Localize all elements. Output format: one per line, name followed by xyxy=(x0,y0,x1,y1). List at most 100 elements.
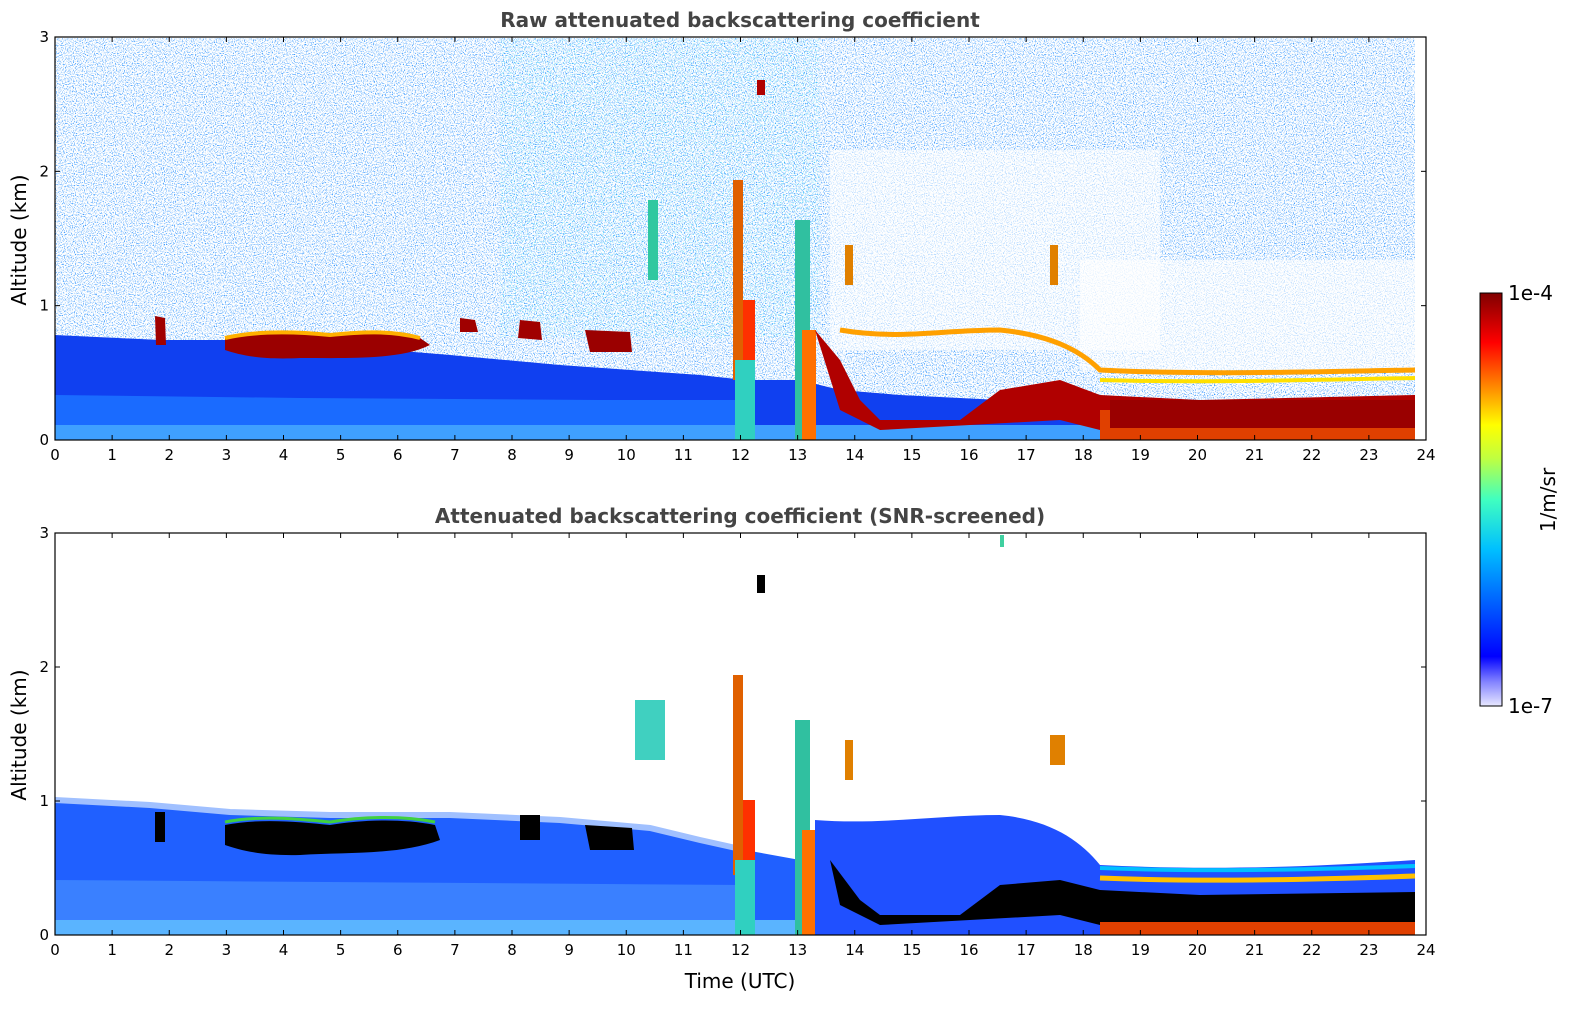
afternoon-layer xyxy=(830,860,1415,925)
y-tick-label: 1 xyxy=(39,792,49,810)
noise-clear-region xyxy=(1080,260,1415,370)
x-tick-label: 20 xyxy=(1188,941,1207,959)
y-axis-raw: 0 1 2 3 xyxy=(39,28,1426,449)
plume-13h-core xyxy=(802,330,816,440)
x-tick-label: 19 xyxy=(1131,446,1150,464)
cloud-layer-morning xyxy=(225,820,440,856)
x-tick-label: 6 xyxy=(393,446,403,464)
x-tick-label: 9 xyxy=(564,446,574,464)
cloud-puff xyxy=(520,815,540,840)
x-tick-label: 23 xyxy=(1359,941,1378,959)
cloud-puff xyxy=(460,318,478,332)
x-tick-label: 1 xyxy=(107,446,117,464)
x-tick-label: 1 xyxy=(107,941,117,959)
x-tick-label: 4 xyxy=(279,446,289,464)
x-tick-label: 4 xyxy=(279,941,289,959)
plume-12h xyxy=(733,180,743,380)
x-tick-label: 8 xyxy=(507,941,517,959)
x-tick-label: 2 xyxy=(164,941,174,959)
plume-13h-core xyxy=(802,830,816,935)
x-tick-label: 18 xyxy=(1074,446,1093,464)
plot-area-screened xyxy=(54,535,1416,935)
x-tick-label: 20 xyxy=(1188,446,1207,464)
elevated-aerosol xyxy=(635,700,665,760)
x-tick-label: 21 xyxy=(1245,941,1264,959)
cloud-layer-morning-edge xyxy=(224,815,436,824)
x-tick-label: 15 xyxy=(902,941,921,959)
plume-12h-ring xyxy=(757,80,765,95)
x-tick-label: 3 xyxy=(222,941,232,959)
x-tick-label: 23 xyxy=(1359,446,1378,464)
boundary-layer-edge xyxy=(54,797,746,853)
x-tick-label: 11 xyxy=(674,446,693,464)
x-tick-label: 10 xyxy=(617,941,636,959)
x-tick-label: 6 xyxy=(393,941,403,959)
x-tick-label: 11 xyxy=(674,941,693,959)
y-tick-label: 3 xyxy=(39,28,49,46)
elevated-aerosol xyxy=(845,740,853,780)
cloud-layer-morning xyxy=(225,332,430,359)
colorbar-min-label: 1e-7 xyxy=(1508,694,1553,718)
chart-title-screened: Attenuated backscattering coefficient (S… xyxy=(435,504,1045,528)
x-tick-label: 22 xyxy=(1302,941,1321,959)
x-tick-label: 3 xyxy=(222,446,232,464)
cloud-puff xyxy=(155,812,165,842)
afternoon-layer-edge-2 xyxy=(1099,864,1416,873)
x-tick-label: 22 xyxy=(1302,446,1321,464)
y-tick-label: 3 xyxy=(39,524,49,542)
x-axis-raw: 0 1 2 3 4 5 6 7 8 9 10 11 12 13 14 15 16 17 18 19 20 21 22 23 24 xyxy=(50,37,1436,464)
cloud-layer-morning-2 xyxy=(585,330,632,352)
chart-title-raw: Raw attenuated backscattering coefficien… xyxy=(500,8,980,32)
x-tick-label: 2 xyxy=(164,446,174,464)
x-tick-label: 15 xyxy=(902,446,921,464)
x-tick-label: 7 xyxy=(450,941,460,959)
elevated-aerosol-ring xyxy=(757,575,765,593)
afternoon-layer-under xyxy=(1100,922,1415,935)
afternoon-layer-edge xyxy=(839,327,1416,376)
x-tick-label: 8 xyxy=(507,446,517,464)
x-tick-label: 14 xyxy=(845,446,864,464)
x-tick-label: 16 xyxy=(959,446,978,464)
afternoon-layer-edge-2 xyxy=(1099,376,1416,384)
boundary-layer-surface xyxy=(55,425,1100,440)
x-tick-label: 12 xyxy=(731,941,750,959)
x-tick-label: 17 xyxy=(1017,446,1036,464)
colorbar-gradient xyxy=(1479,292,1503,707)
elevated-aerosol xyxy=(845,245,853,285)
afternoon-layer-under-dark xyxy=(1110,400,1415,428)
x-tick-label: 5 xyxy=(336,941,346,959)
x-tick-label: 10 xyxy=(617,446,636,464)
afternoon-layer-edge xyxy=(1099,873,1416,883)
elevated-aerosol xyxy=(1000,535,1004,547)
x-tick-label: 12 xyxy=(731,446,750,464)
screened-backscatter-panel: Attenuated backscattering coefficient (S… xyxy=(7,504,1436,993)
y-tick-label: 0 xyxy=(39,431,49,449)
y-tick-label: 1 xyxy=(39,297,49,315)
y-tick-label: 2 xyxy=(39,162,49,180)
x-tick-label: 13 xyxy=(788,446,807,464)
x-tick-label: 19 xyxy=(1131,941,1150,959)
elevated-aerosol xyxy=(1050,735,1065,765)
x-tick-label: 18 xyxy=(1074,941,1093,959)
x-tick-label: 14 xyxy=(845,941,864,959)
cloud-layer-morning-2 xyxy=(585,825,634,850)
plot-area-raw xyxy=(55,38,1416,440)
noise-field-cyan xyxy=(500,38,820,338)
colorbar-max-label: 1e-4 xyxy=(1508,281,1553,305)
x-tick-label: 24 xyxy=(1416,941,1435,959)
y-axis-screened: 0 1 2 3 xyxy=(39,524,1426,944)
colorbar: 1e-4 1e-7 1/m/sr xyxy=(1479,281,1560,718)
x-axis-label: Time (UTC) xyxy=(684,969,796,993)
y-axis-label-raw: Altitude (km) xyxy=(7,174,31,305)
y-axis-label-screened: Altitude (km) xyxy=(7,669,31,800)
colorbar-unit-label: 1/m/sr xyxy=(1536,467,1560,532)
x-tick-label: 16 xyxy=(959,941,978,959)
y-tick-label: 0 xyxy=(39,926,49,944)
plume-12h-cyan xyxy=(735,360,755,440)
cloud-puff xyxy=(155,316,166,345)
elevated-aerosol xyxy=(648,200,658,280)
x-tick-label: 0 xyxy=(50,941,60,959)
x-tick-label: 13 xyxy=(788,941,807,959)
x-tick-label: 5 xyxy=(336,446,346,464)
